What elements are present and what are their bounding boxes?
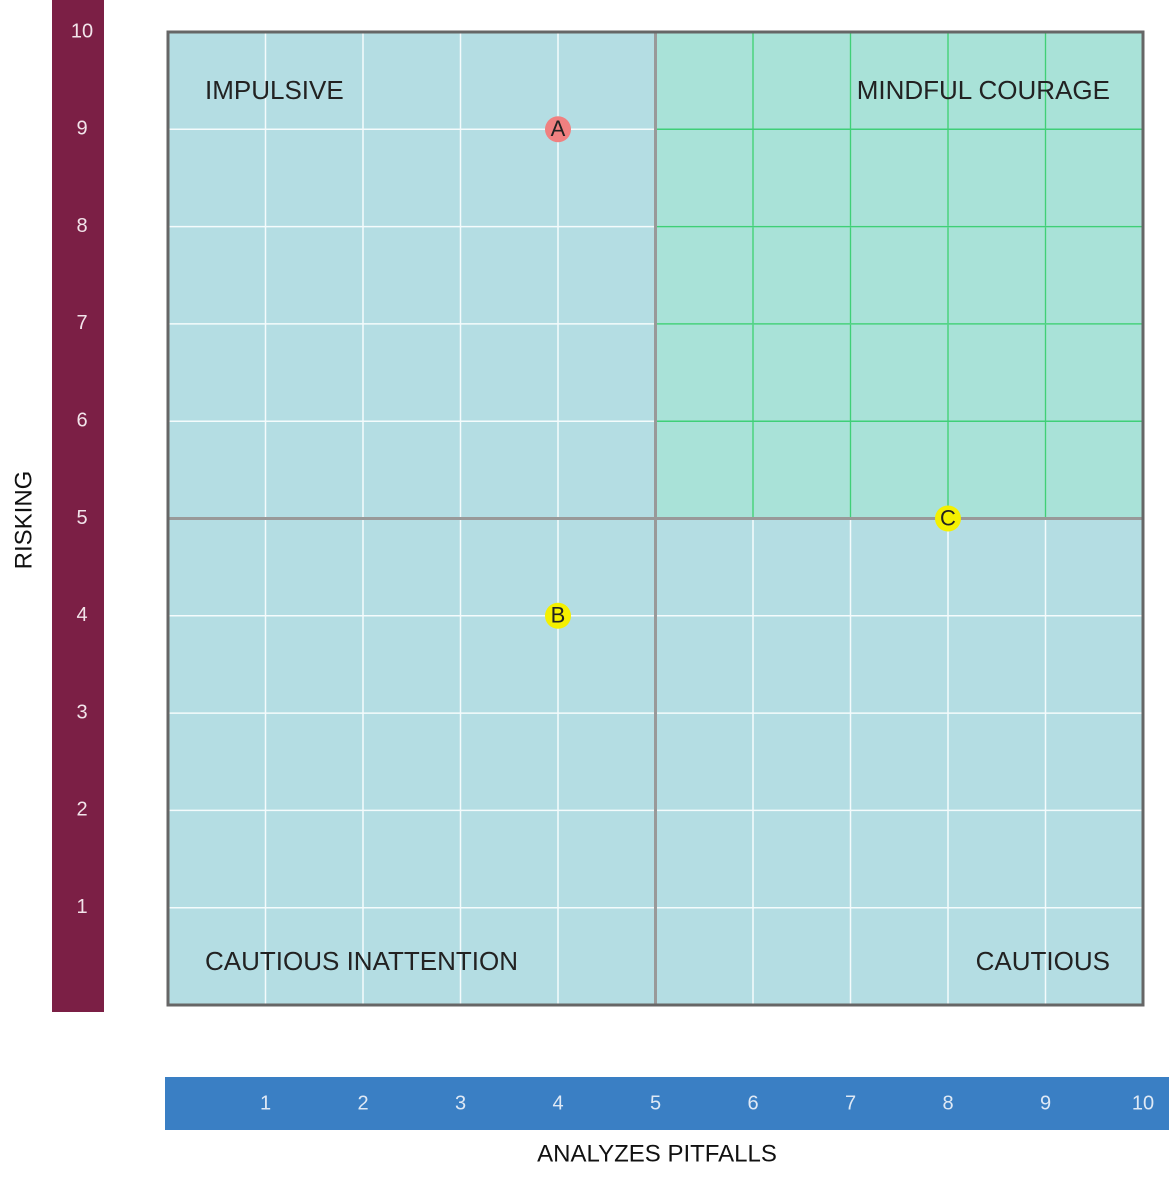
plot-border (166, 30, 1145, 1007)
quadrant-label: MINDFUL COURAGE (857, 75, 1110, 105)
y-tick-label: 5 (76, 507, 87, 529)
highlight-region (655, 32, 1143, 519)
quadrant-label: CAUTIOUS (976, 946, 1110, 976)
x-tick-label: 8 (942, 1092, 953, 1114)
x-tick-label: 6 (747, 1092, 758, 1114)
y-tick-label: 2 (76, 799, 87, 821)
point-label: C (940, 505, 956, 530)
x-tick-label: 2 (357, 1092, 368, 1114)
y-tick-label: 9 (76, 118, 87, 140)
x-tick-label: 7 (845, 1092, 856, 1114)
x-tick-label: 9 (1040, 1092, 1051, 1114)
quadrant-label: IMPULSIVE (205, 75, 344, 105)
y-tick-label: 8 (76, 215, 87, 237)
y-axis-bar (52, 0, 104, 1012)
data-point (545, 116, 571, 143)
quadrant-label: CAUTIOUS INATTENTION (205, 946, 518, 976)
y-tick-label: 10 (71, 20, 93, 42)
x-tick-label: 5 (650, 1092, 661, 1114)
data-point (545, 602, 571, 629)
point-label: A (551, 116, 566, 141)
x-axis-title: ANALYZES PITFALLS (537, 1140, 777, 1167)
x-axis-bar (165, 1077, 1169, 1130)
y-axis-title: RISKING (10, 471, 37, 570)
y-tick-label: 3 (76, 701, 87, 723)
y-tick-label: 4 (76, 604, 87, 626)
x-tick-label: 10 (1132, 1092, 1154, 1114)
x-tick-label: 1 (260, 1092, 271, 1114)
x-tick-label: 3 (455, 1092, 466, 1114)
y-tick-label: 7 (76, 312, 87, 334)
y-tick-label: 6 (76, 409, 87, 431)
y-tick-label: 1 (76, 896, 87, 918)
x-tick-label: 4 (552, 1092, 563, 1114)
point-label: B (551, 603, 566, 628)
data-point (935, 505, 961, 532)
